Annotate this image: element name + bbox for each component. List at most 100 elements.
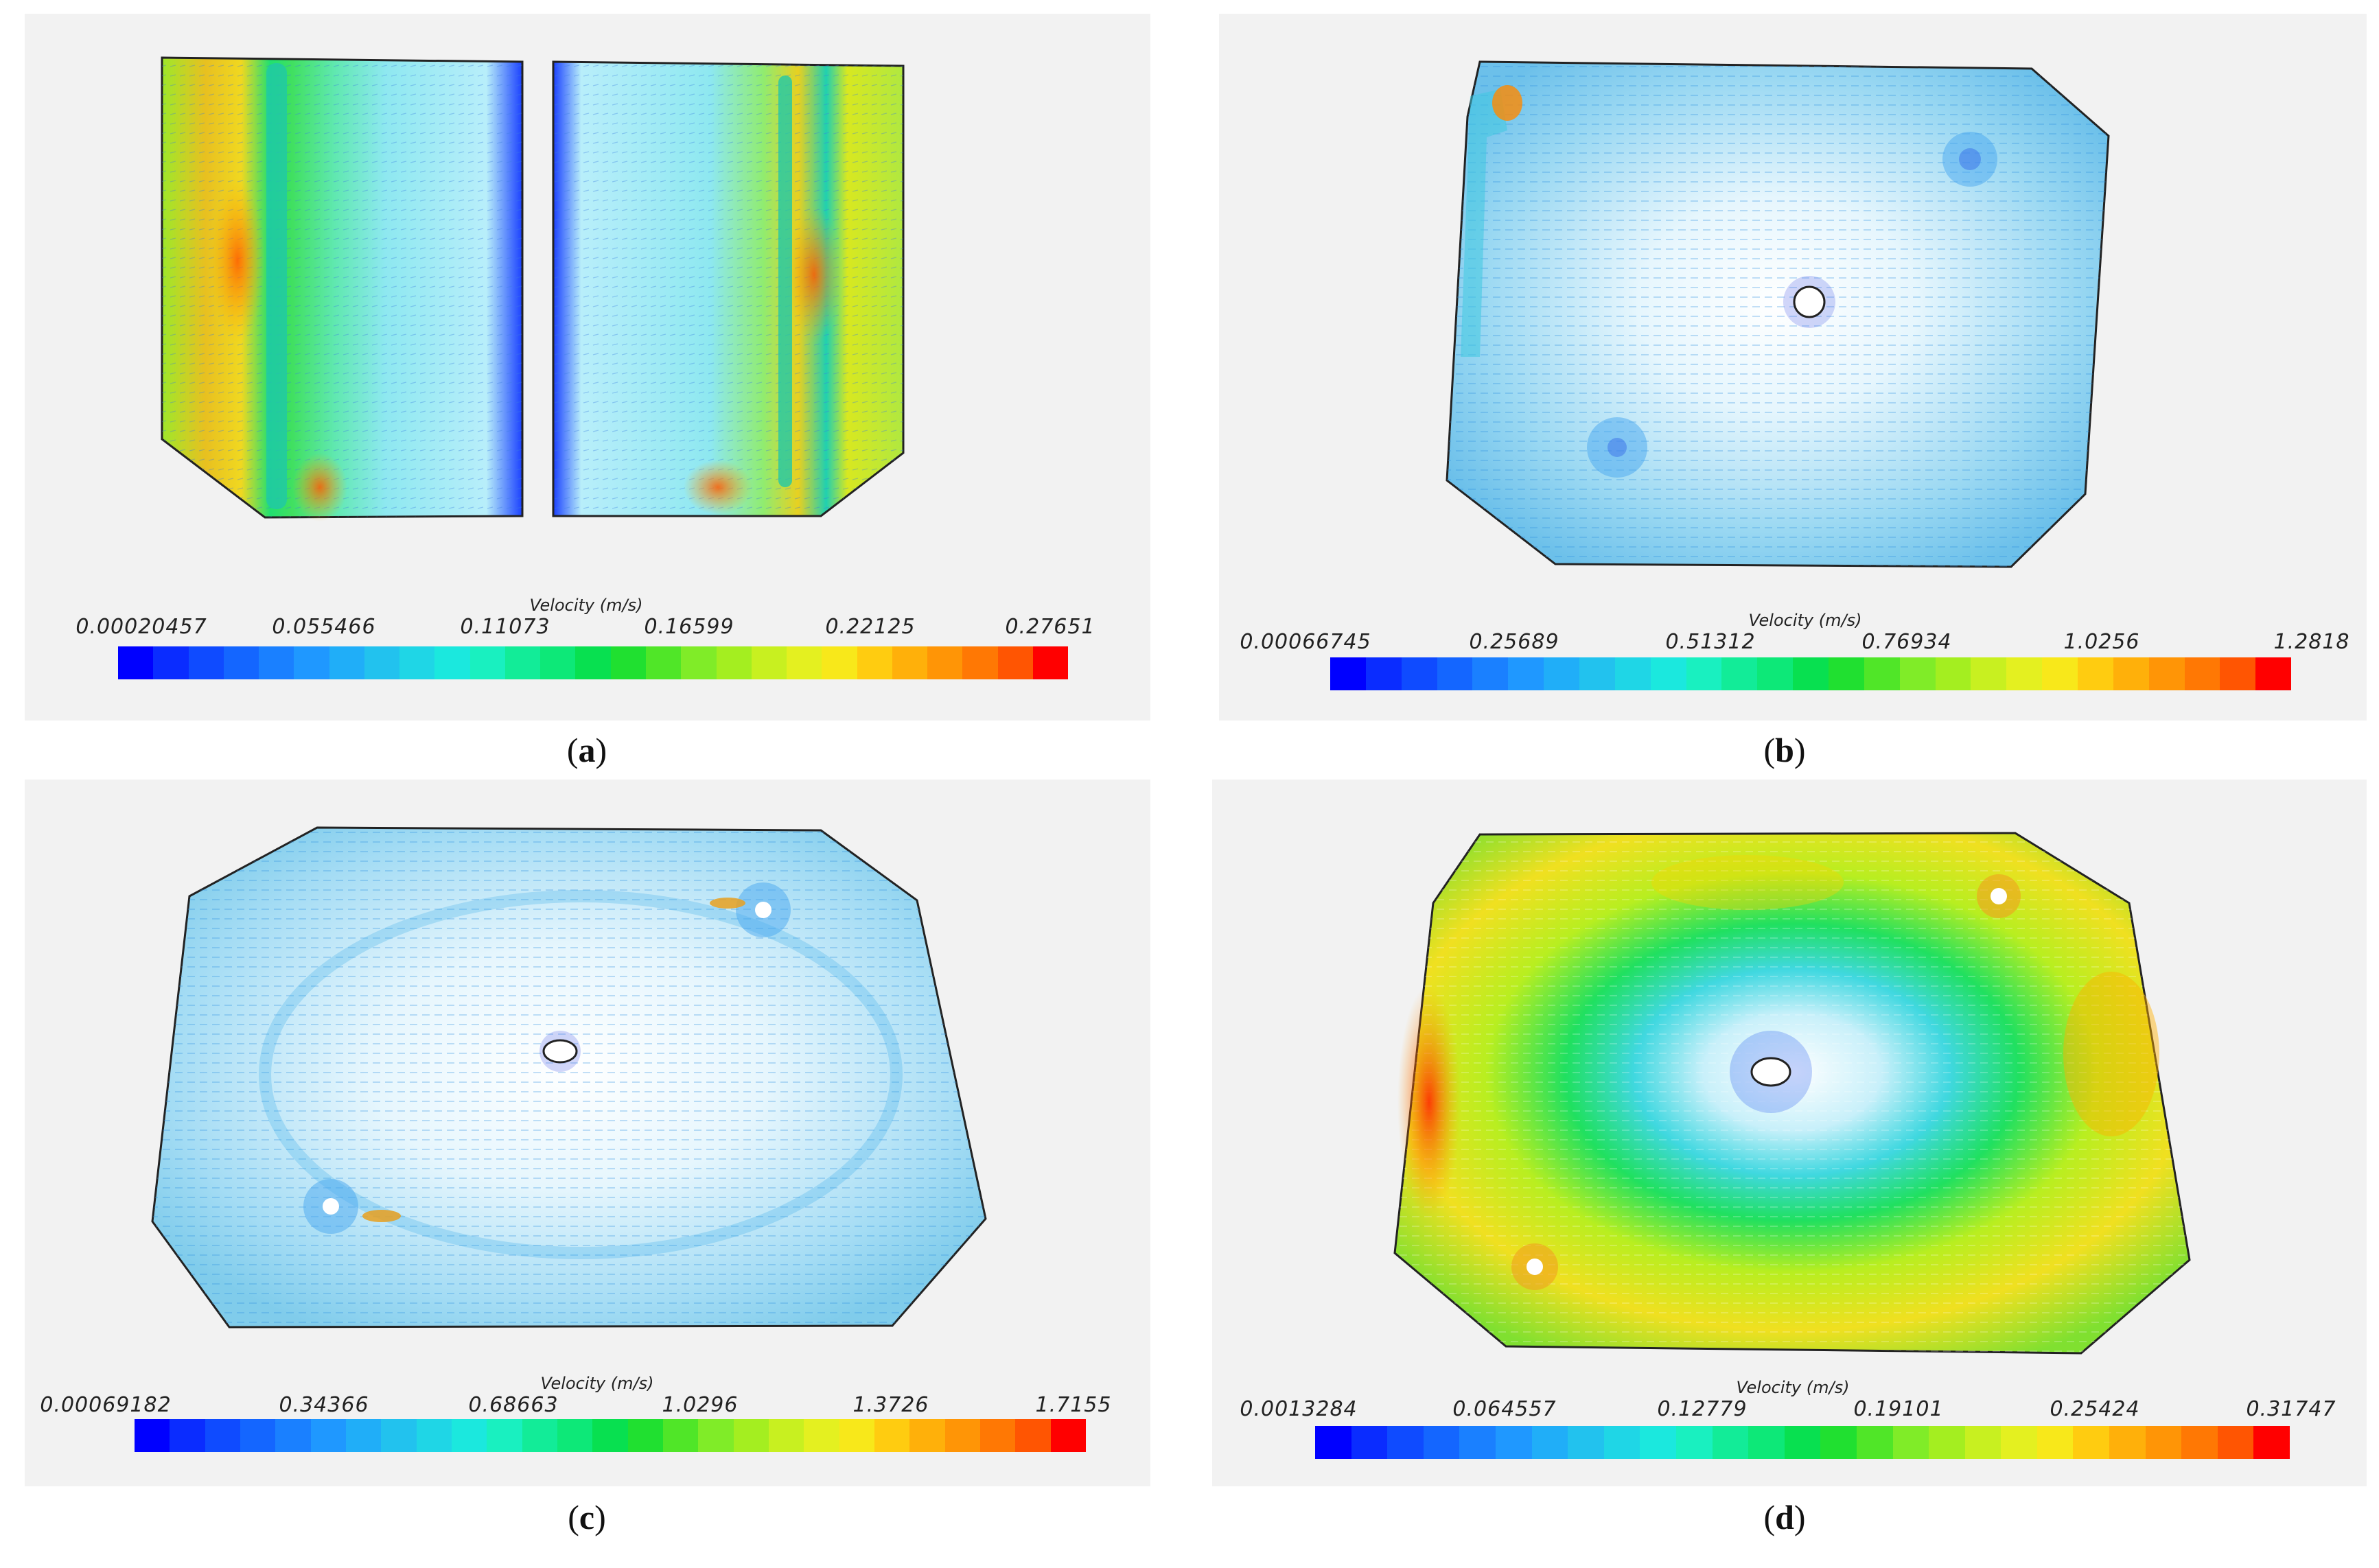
caption-letter: d: [1775, 1498, 1794, 1536]
legend-tick: 1.2818: [2273, 630, 2350, 654]
color-bar-swatch: [205, 1419, 240, 1452]
color-bar-swatch: [1899, 657, 1936, 690]
color-bar-swatch: [2078, 657, 2113, 690]
color-bar-swatch: [787, 646, 822, 679]
color-bar-swatch: [751, 646, 787, 679]
color-bar-swatch: [1050, 1419, 1086, 1452]
legend-tick: 0.00069182: [40, 1393, 172, 1417]
color-bar-swatch: [2217, 1426, 2254, 1459]
legend-tick: 0.31747: [2246, 1397, 2336, 1421]
legend-tick: 0.25424: [2050, 1397, 2140, 1421]
color-bar-swatch: [645, 646, 682, 679]
legend-title: Velocity (m/s): [1736, 1378, 1850, 1397]
color-bar-swatch: [310, 1419, 346, 1452]
caption-letter: a: [578, 731, 596, 769]
legend-tick: 0.12779: [1657, 1397, 1748, 1421]
color-bar-swatch: [592, 1419, 628, 1452]
color-bar-swatch: [329, 646, 364, 679]
color-bar-swatch: [2184, 657, 2220, 690]
color-bar-swatch: [610, 646, 646, 679]
caption-b: (b): [1763, 730, 1805, 770]
color-bar-swatch: [2109, 1426, 2146, 1459]
legend-tick: 0.055466: [272, 615, 376, 639]
color-bar-swatch: [1721, 657, 1758, 690]
legend-tick: 1.0296: [662, 1393, 739, 1417]
color-bar-swatch: [1495, 1426, 1532, 1459]
color-bar-swatch: [768, 1419, 804, 1452]
color-bar-swatch: [857, 646, 892, 679]
color-bar-swatch: [1820, 1426, 1857, 1459]
color-bar-swatch: [557, 1419, 593, 1452]
legend-tick: 0.19101: [1853, 1397, 1944, 1421]
velocity-field-plot-d: [1393, 832, 2191, 1355]
color-bar-swatch: [575, 646, 611, 679]
legend-tick: 0.00020457: [76, 615, 207, 639]
color-bar-swatch: [1829, 657, 1864, 690]
color-bar-swatch: [1508, 657, 1544, 690]
color-bar-swatch: [1387, 1426, 1424, 1459]
color-bar-swatch: [275, 1419, 311, 1452]
color-bar-swatch: [1971, 657, 2007, 690]
legend-tick: 1.7155: [1035, 1393, 1112, 1417]
legend-tick: 1.3726: [852, 1393, 929, 1417]
color-bar-swatch: [716, 646, 752, 679]
velocity-field-plot-a: [161, 56, 905, 522]
color-bar-swatch: [1015, 1419, 1051, 1452]
legend-tick: 0.51312: [1665, 630, 1756, 654]
color-bar-swatch: [451, 1419, 487, 1452]
legend-tick: 0.064557: [1452, 1397, 1557, 1421]
color-bar-swatch: [1579, 657, 1615, 690]
legend-tick: 0.00066745: [1240, 630, 1371, 654]
panel-d: Velocity (m/s) 0.0013284 0.064557 0.1277…: [1212, 780, 2367, 1486]
color-bar-swatch: [1757, 657, 1794, 690]
color-bar-swatch: [979, 1419, 1016, 1452]
color-bar-swatch: [681, 646, 717, 679]
color-bar-swatch: [1929, 1426, 1965, 1459]
legend-tick: 0.22125: [825, 615, 916, 639]
color-bar-swatch: [874, 1419, 910, 1452]
color-bar-swatch: [1531, 1426, 1568, 1459]
color-bar-swatch: [1864, 657, 1900, 690]
color-bar-swatch: [118, 646, 154, 679]
caption-paren: ): [1794, 1498, 1806, 1536]
legend-tick: 0.27651: [1005, 615, 1095, 639]
panel-a: Velocity (m/s) 0.00020457 0.055466 0.110…: [25, 14, 1150, 721]
color-bar-swatch: [2148, 657, 2185, 690]
color-bar-swatch: [804, 1419, 839, 1452]
color-bar-swatch: [294, 646, 329, 679]
color-bar-swatch: [733, 1419, 769, 1452]
color-bar: [135, 1419, 1086, 1452]
color-bar-swatch: [627, 1419, 663, 1452]
velocity-field-plot-b: [1446, 60, 2110, 568]
legend-title: Velocity (m/s): [1748, 611, 1862, 630]
color-bar-swatch: [1423, 1426, 1460, 1459]
caption-paren: (: [1763, 731, 1776, 769]
color-bar-swatch: [892, 646, 928, 679]
color-bar-swatch: [434, 646, 470, 679]
caption-a: (a): [567, 730, 607, 770]
caption-d: (d): [1763, 1497, 1805, 1537]
color-bar-swatch: [822, 646, 857, 679]
color-bar-swatch: [1401, 657, 1437, 690]
caption-letter: b: [1775, 731, 1794, 769]
color-bar-swatch: [1568, 1426, 1604, 1459]
color-bar-swatch: [1603, 1426, 1640, 1459]
caption-letter: c: [579, 1498, 595, 1536]
color-bar-swatch: [944, 1419, 980, 1452]
legend-title: Velocity (m/s): [529, 596, 643, 615]
color-bar-swatch: [223, 646, 259, 679]
color-bar-swatch: [1964, 1426, 2001, 1459]
color-bar-swatch: [135, 1419, 170, 1452]
color-bar-swatch: [381, 1419, 417, 1452]
color-bar-swatch: [962, 646, 998, 679]
color-bar-swatch: [1712, 1426, 1749, 1459]
caption-c: (c): [568, 1497, 606, 1537]
color-bar-swatch: [909, 1419, 945, 1452]
color-bar-swatch: [345, 1419, 382, 1452]
velocity-field-plot-c: [151, 826, 987, 1329]
panel-c: Velocity (m/s) 0.00069182 0.34366 0.6866…: [25, 780, 1150, 1486]
caption-paren: ): [595, 731, 607, 769]
caption-paren: (: [568, 1498, 579, 1536]
color-bar-swatch: [1650, 657, 1686, 690]
color-bar-swatch: [698, 1419, 734, 1452]
